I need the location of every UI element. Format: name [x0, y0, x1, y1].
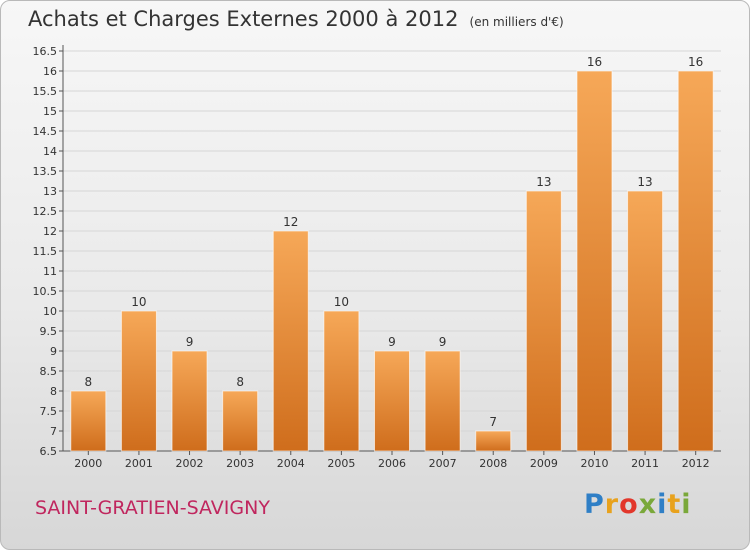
- bar-value-label: 9: [439, 335, 447, 349]
- y-tick-label: 15: [43, 105, 57, 118]
- y-tick-label: 10: [43, 305, 57, 318]
- x-tick-label: 2006: [378, 457, 406, 470]
- x-tick-labels: 2000 2001 2002 2003 2004 2005 2006 2007 2008 2009…: [74, 451, 710, 470]
- y-tick-label: 7.5: [40, 405, 58, 418]
- value-labels: 8 10 9 8 12 10 9 9 7 13 16 13 16: [84, 55, 703, 429]
- bar: [475, 430, 512, 452]
- chart-title-block: Achats et Charges Externes 2000 à 2012 (…: [28, 7, 564, 31]
- y-tick-label: 8.5: [40, 365, 58, 378]
- bar: [272, 230, 309, 452]
- y-tick-label: 14: [43, 145, 57, 158]
- x-tick-label: 2007: [429, 457, 457, 470]
- bar: [120, 310, 157, 452]
- x-tick-label: 2001: [125, 457, 153, 470]
- y-tick-label: 16: [43, 65, 57, 78]
- y-tick-label: 11.5: [33, 245, 58, 258]
- y-tick-label: 12: [43, 225, 57, 238]
- x-tick-label: 2009: [530, 457, 558, 470]
- y-tick-label: 13: [43, 185, 57, 198]
- bar: [222, 390, 259, 452]
- bar-value-label: 12: [283, 215, 298, 229]
- y-tick-label: 11: [43, 265, 57, 278]
- bar-value-label: 9: [186, 335, 194, 349]
- bar-value-label: 10: [131, 295, 146, 309]
- bar: [171, 350, 208, 452]
- y-tick-label: 6.5: [40, 445, 58, 458]
- bar-value-label: 8: [84, 375, 92, 389]
- city-name: SAINT-GRATIEN-SAVIGNY: [35, 497, 270, 519]
- bar-value-label: 9: [388, 335, 396, 349]
- bar-value-label: 16: [688, 55, 703, 69]
- chart-unit: (en milliers d'€): [469, 15, 564, 29]
- bar-value-label: 7: [489, 415, 497, 429]
- y-tick-label: 12.5: [33, 205, 58, 218]
- y-tick-label: 14.5: [33, 125, 58, 138]
- x-tick-label: 2011: [631, 457, 659, 470]
- bar: [525, 190, 562, 452]
- x-tick-label: 2010: [580, 457, 608, 470]
- y-tick-label: 10.5: [33, 285, 58, 298]
- y-tick-label: 9: [50, 345, 57, 358]
- bar: [576, 70, 613, 452]
- y-tick-label: 7: [50, 425, 57, 438]
- x-tick-label: 2012: [682, 457, 710, 470]
- x-tick-label: 2003: [226, 457, 254, 470]
- x-tick-label: 2004: [277, 457, 305, 470]
- y-tick-label: 16.5: [33, 45, 58, 58]
- bar: [627, 190, 664, 452]
- bar-value-label: 13: [637, 175, 652, 189]
- bar: [374, 350, 410, 452]
- chart-title: Achats et Charges Externes 2000 à 2012: [28, 7, 459, 31]
- y-tick-labels: 6.5 7 7.5 8 8.5 9 9.5 10 10.5 11 11.5 12 12.5 13 13.5 1…: [33, 45, 58, 458]
- bar-value-label: 10: [334, 295, 349, 309]
- y-tick-label: 8: [50, 385, 57, 398]
- x-tick-label: 2005: [327, 457, 355, 470]
- bar: [70, 390, 107, 452]
- bars: [70, 70, 714, 452]
- bar-value-label: 13: [536, 175, 551, 189]
- bar: [677, 70, 714, 452]
- bar-value-label: 8: [236, 375, 244, 389]
- x-tick-label: 2000: [74, 457, 102, 470]
- y-tick-label: 9.5: [40, 325, 58, 338]
- x-tick-label: 2008: [479, 457, 507, 470]
- y-tick-label: 15.5: [33, 85, 58, 98]
- bar: [323, 310, 360, 452]
- proxiti-logo: Proxiti: [584, 489, 692, 520]
- y-tick-label: 13.5: [33, 165, 58, 178]
- x-tick-label: 2002: [176, 457, 204, 470]
- bar: [424, 350, 461, 452]
- bar-value-label: 16: [587, 55, 602, 69]
